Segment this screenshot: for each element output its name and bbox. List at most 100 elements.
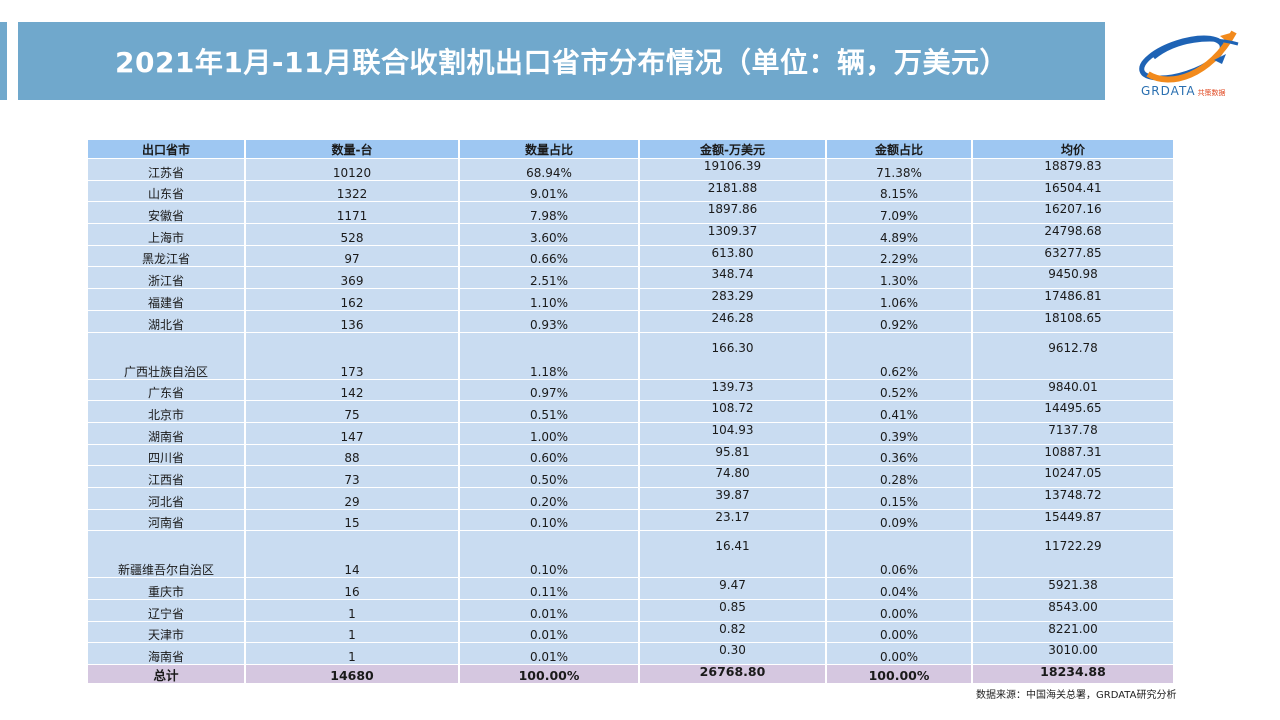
cell-amount: 1309.37: [639, 223, 827, 246]
cell-avg-price: 9612.78: [972, 332, 1175, 380]
header-amount-share: 金额占比: [826, 140, 973, 159]
cell-amount: 2181.88: [639, 180, 827, 203]
cell-avg-price: 10887.31: [972, 444, 1175, 467]
table-row: 辽宁省 1 0.01% 0.85 0.00% 8543.00: [88, 599, 1175, 622]
table-row: 海南省 1 0.01% 0.30 0.00% 3010.00: [88, 642, 1175, 666]
cell-quantity-share: 68.94%: [459, 158, 640, 181]
table-row: 河北省 29 0.20% 39.87 0.15% 13748.72: [88, 487, 1175, 510]
header-quantity-share: 数量占比: [459, 140, 640, 159]
cell-quantity: 73: [245, 465, 460, 488]
cell-amount: 16.41: [639, 530, 827, 579]
cell-avg-price: 8221.00: [972, 621, 1175, 644]
cell-amount-share: 71.38%: [826, 158, 973, 181]
header-amount: 金额-万美元: [639, 140, 827, 159]
cell-quantity: 142: [245, 379, 460, 402]
cell-amount-share: 0.28%: [826, 465, 973, 488]
cell-province: 天津市: [88, 621, 246, 644]
cell-amount-share: 0.62%: [826, 332, 973, 380]
cell-amount: 108.72: [639, 400, 827, 423]
logo-subtext: 共策数据: [1197, 89, 1226, 97]
cell-amount: 613.80: [639, 245, 827, 268]
cell-amount-share: 1.30%: [826, 266, 973, 290]
table-row: 广西壮族自治区 173 1.18% 166.30 0.62% 9612.78: [88, 332, 1175, 380]
cell-quantity-share: 0.97%: [459, 379, 640, 402]
cell-amount: 166.30: [639, 332, 827, 380]
cell-quantity-share: 1.10%: [459, 288, 640, 311]
total-avg-price: 18234.88: [972, 664, 1175, 685]
cell-quantity: 1171: [245, 201, 460, 225]
cell-amount-share: 2.29%: [826, 245, 973, 268]
cell-amount-share: 0.06%: [826, 530, 973, 579]
cell-avg-price: 9840.01: [972, 379, 1175, 402]
source-note: 数据来源：中国海关总署，GRDATA研究分析: [976, 690, 1177, 701]
cell-avg-price: 16504.41: [972, 180, 1175, 203]
cell-avg-price: 3010.00: [972, 642, 1175, 666]
cell-amount: 0.82: [639, 621, 827, 644]
cell-quantity: 162: [245, 288, 460, 311]
cell-amount: 39.87: [639, 487, 827, 510]
cell-avg-price: 10247.05: [972, 465, 1175, 488]
cell-quantity: 173: [245, 332, 460, 380]
table-row: 江西省 73 0.50% 74.80 0.28% 10247.05: [88, 465, 1175, 488]
cell-quantity-share: 0.51%: [459, 400, 640, 423]
cell-amount-share: 0.04%: [826, 577, 973, 600]
cell-avg-price: 18108.65: [972, 310, 1175, 333]
header-quantity: 数量-台: [245, 140, 460, 159]
table-row: 河南省 15 0.10% 23.17 0.09% 15449.87: [88, 509, 1175, 532]
cell-province: 上海市: [88, 223, 246, 246]
cell-quantity: 1: [245, 642, 460, 666]
cell-quantity-share: 0.10%: [459, 530, 640, 579]
cell-province: 山东省: [88, 180, 246, 203]
cell-amount: 23.17: [639, 509, 827, 532]
total-amount-share: 100.00%: [826, 664, 973, 685]
cell-province: 安徽省: [88, 201, 246, 225]
table-row: 天津市 1 0.01% 0.82 0.00% 8221.00: [88, 621, 1175, 644]
cell-avg-price: 13748.72: [972, 487, 1175, 510]
cell-province: 河北省: [88, 487, 246, 510]
cell-quantity-share: 0.01%: [459, 599, 640, 622]
cell-province: 黑龙江省: [88, 245, 246, 268]
title-bar: 2021年1月-11月联合收割机出口省市分布情况（单位：辆，万美元）: [18, 22, 1105, 100]
cell-avg-price: 63277.85: [972, 245, 1175, 268]
cell-quantity: 15: [245, 509, 460, 532]
cell-amount-share: 0.00%: [826, 621, 973, 644]
cell-quantity: 1: [245, 599, 460, 622]
cell-province: 广东省: [88, 379, 246, 402]
cell-province: 新疆维吾尔自治区: [88, 530, 246, 579]
cell-quantity: 75: [245, 400, 460, 423]
cell-province: 北京市: [88, 400, 246, 423]
table-row: 湖北省 136 0.93% 246.28 0.92% 18108.65: [88, 310, 1175, 333]
cell-quantity: 1322: [245, 180, 460, 203]
cell-quantity-share: 0.60%: [459, 444, 640, 467]
cell-province: 辽宁省: [88, 599, 246, 622]
cell-amount: 0.30: [639, 642, 827, 666]
cell-amount: 348.74: [639, 266, 827, 290]
table-row: 福建省 162 1.10% 283.29 1.06% 17486.81: [88, 288, 1175, 311]
cell-province: 湖北省: [88, 310, 246, 333]
cell-province: 福建省: [88, 288, 246, 311]
cell-avg-price: 14495.65: [972, 400, 1175, 423]
logo-wordmark: GRDATA: [1141, 84, 1196, 98]
cell-quantity: 16: [245, 577, 460, 600]
cell-quantity: 147: [245, 422, 460, 445]
cell-amount-share: 0.41%: [826, 400, 973, 423]
cell-avg-price: 9450.98: [972, 266, 1175, 290]
cell-quantity-share: 1.18%: [459, 332, 640, 380]
cell-amount-share: 1.06%: [826, 288, 973, 311]
cell-amount-share: 0.36%: [826, 444, 973, 467]
table-row: 北京市 75 0.51% 108.72 0.41% 14495.65: [88, 400, 1175, 423]
cell-province: 四川省: [88, 444, 246, 467]
cell-amount-share: 8.15%: [826, 180, 973, 203]
cell-amount-share: 7.09%: [826, 201, 973, 225]
total-label: 总计: [88, 664, 246, 685]
cell-province: 江西省: [88, 465, 246, 488]
cell-avg-price: 18879.83: [972, 158, 1175, 181]
total-amount: 26768.80: [639, 664, 827, 685]
logo-text: GRDATA 共策数据: [1141, 84, 1226, 98]
cell-quantity: 14: [245, 530, 460, 579]
table-row: 江苏省 10120 68.94% 19106.39 71.38% 18879.8…: [88, 158, 1175, 181]
cell-amount-share: 0.92%: [826, 310, 973, 333]
cell-quantity: 1: [245, 621, 460, 644]
cell-quantity-share: 0.50%: [459, 465, 640, 488]
cell-quantity: 29: [245, 487, 460, 510]
